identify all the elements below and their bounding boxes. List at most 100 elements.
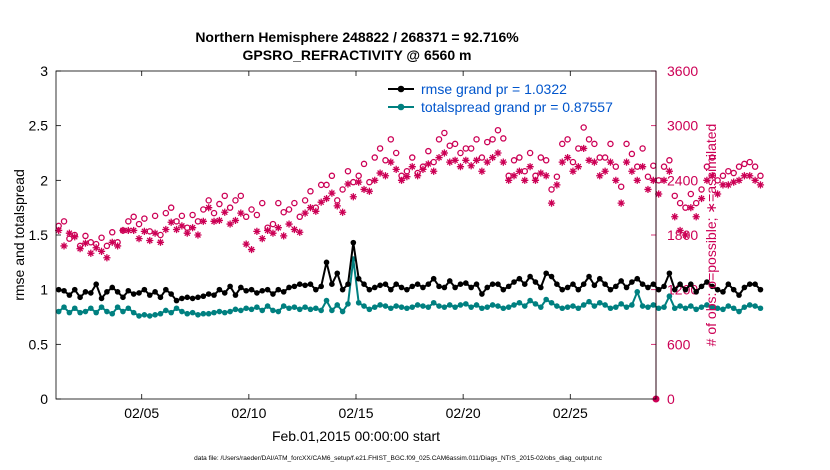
rmse-point <box>157 294 164 301</box>
rmse-point <box>639 281 646 288</box>
assimilated-obs-point <box>639 163 647 171</box>
totalspread-point <box>120 308 126 315</box>
rmse-point <box>104 289 110 295</box>
assimilated-obs-point <box>55 226 63 235</box>
possible-obs-point <box>751 163 759 170</box>
possible-obs-point <box>591 140 598 148</box>
totalspread-point <box>457 302 464 308</box>
assimilated-obs-point <box>247 245 256 254</box>
rmse-point <box>211 292 217 298</box>
totalspread-point <box>61 304 67 310</box>
assimilated-obs-point <box>71 233 79 241</box>
totalspread-point <box>371 304 378 310</box>
rmse-point <box>452 284 458 291</box>
totalspread-point <box>484 304 491 310</box>
assimilated-obs-point <box>215 216 223 225</box>
totalspread-point <box>516 299 523 306</box>
rmse-point <box>629 279 635 285</box>
totalspread-point <box>446 302 453 308</box>
assimilated-obs-point <box>205 204 213 212</box>
assimilated-obs-point <box>649 176 657 184</box>
assimilated-obs-point <box>333 202 341 210</box>
assimilated-obs-point <box>221 208 229 216</box>
possible-obs-point <box>639 145 646 152</box>
rmse-point <box>720 289 726 295</box>
assimilated-obs-point <box>87 249 95 257</box>
rmse-point <box>741 284 748 291</box>
totalspread-point <box>355 299 362 306</box>
totalspread-point <box>125 305 132 312</box>
possible-obs-point <box>275 199 282 207</box>
totalspread-point <box>152 312 158 318</box>
rmse-point <box>538 284 544 291</box>
rmse-point <box>329 281 335 288</box>
assimilated-obs-point <box>290 225 298 234</box>
totalspread-point <box>163 307 169 314</box>
rmse-point <box>725 281 732 288</box>
rmse-point <box>618 278 624 284</box>
totalspread-point <box>323 297 330 304</box>
totalspread-point <box>307 306 314 313</box>
assimilated-obs-point <box>269 229 277 237</box>
totalspread-point <box>414 302 421 308</box>
totalspread-point <box>55 308 62 315</box>
totalspread-point <box>77 309 83 316</box>
possible-obs-point <box>730 169 737 177</box>
assimilated-obs-point <box>467 162 475 170</box>
assimilated-obs-point <box>60 242 68 250</box>
rmse-point <box>254 290 260 296</box>
possible-obs-point <box>425 147 432 155</box>
rmse-point <box>61 287 67 294</box>
rmse-point <box>173 297 180 304</box>
assimilated-obs-point <box>451 156 459 164</box>
rmse-point <box>500 286 507 293</box>
assimilated-obs-point <box>231 216 240 225</box>
possible-obs-point <box>392 149 400 157</box>
rmse-point <box>232 292 239 298</box>
assimilated-obs-point <box>756 181 765 189</box>
rmse-point <box>473 281 480 288</box>
possible-obs-point <box>382 157 389 164</box>
totalspread-point <box>452 304 458 310</box>
rmse-point <box>688 281 694 288</box>
totalspread-point <box>98 304 105 310</box>
assimilated-obs-point <box>494 149 502 157</box>
possible-obs-point <box>237 192 245 200</box>
rmse-point <box>130 291 137 297</box>
totalspread-point <box>720 306 726 313</box>
rmse-point <box>216 286 223 293</box>
assimilated-obs-point <box>81 239 90 247</box>
assimilated-obs-point <box>446 158 454 166</box>
totalspread-point <box>334 302 341 308</box>
assimilated-obs-point <box>328 189 336 197</box>
totalspread-point <box>661 304 667 310</box>
rmse-point <box>623 284 630 291</box>
assimilated-obs-point <box>590 158 598 166</box>
totalspread-point <box>93 309 99 316</box>
totalspread-point <box>698 304 705 310</box>
totalspread-point <box>243 305 249 312</box>
legend-label-rmse: rmse grand pr = 1.0322 <box>421 81 567 97</box>
rmse-point <box>682 286 689 293</box>
assimilated-obs-point <box>392 165 400 173</box>
totalspread-point <box>248 306 255 313</box>
assimilated-obs-point <box>349 193 357 201</box>
assimilated-obs-point <box>692 213 700 221</box>
totalspread-point <box>259 307 266 314</box>
assimilated-obs-point <box>671 213 679 221</box>
totalspread-point <box>141 312 148 318</box>
legend: rmse grand pr = 1.0322 totalspread grand… <box>388 81 613 115</box>
assimilated-obs-point <box>371 176 379 184</box>
assimilated-obs-point <box>521 176 529 184</box>
assimilated-obs-point <box>612 176 620 184</box>
possible-obs-point <box>103 242 111 250</box>
rmse-point <box>446 278 453 284</box>
assimilated-obs-point <box>317 198 325 206</box>
assimilated-obs-point <box>424 160 432 168</box>
assimilated-obs-point <box>189 224 197 232</box>
assimilated-obs-point <box>553 181 561 189</box>
chart-subtitle: GPSRO_REFRACTIVITY @ 6560 m <box>243 47 472 63</box>
totalspread-point <box>527 297 533 304</box>
rmse-point <box>382 281 389 288</box>
possible-obs-point <box>285 206 293 213</box>
